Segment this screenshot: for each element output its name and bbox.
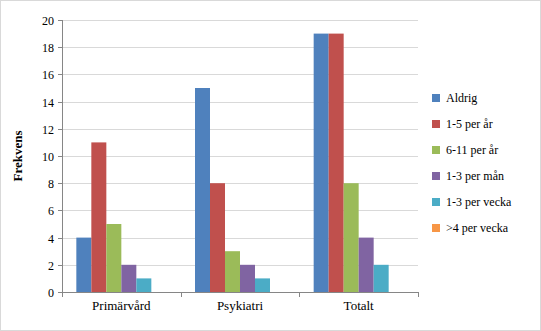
bar xyxy=(210,183,225,292)
y-tick-label: 6 xyxy=(48,204,54,218)
bar xyxy=(389,292,404,293)
x-tick xyxy=(299,292,300,297)
y-tick-label: 16 xyxy=(42,68,54,82)
x-tick-label: Psykiatri xyxy=(217,298,264,313)
y-tick xyxy=(58,183,62,184)
legend-swatch xyxy=(432,224,440,232)
bar xyxy=(255,278,270,292)
legend-swatch xyxy=(432,198,440,206)
grid-line xyxy=(62,156,418,157)
y-tick xyxy=(58,102,62,103)
bar xyxy=(225,251,240,292)
bar xyxy=(359,238,374,292)
bar xyxy=(195,88,210,292)
legend: Aldrig 1-5 per år 6-11 per år 1-3 per mån 1-… xyxy=(432,91,512,235)
legend-swatch xyxy=(432,94,440,102)
grid-line xyxy=(62,20,418,21)
y-axis-label: Frekvens xyxy=(10,130,25,181)
y-tick-label: 18 xyxy=(42,41,54,55)
grid-line xyxy=(62,129,418,130)
x-tick xyxy=(418,292,419,297)
y-axis xyxy=(62,20,63,292)
grid-line xyxy=(62,47,418,48)
x-tick-label: Totalt xyxy=(344,298,375,313)
y-tick xyxy=(58,238,62,239)
y-tick-label: 20 xyxy=(42,14,54,28)
y-tick xyxy=(58,74,62,75)
legend-label: 1-3 per vecka xyxy=(446,195,512,209)
legend-label: 6-11 per år xyxy=(446,143,498,157)
legend-label: >4 per vecka xyxy=(446,221,509,235)
x-tick xyxy=(181,292,182,297)
chart-container: 0 2 4 6 8 10 12 14 16 18 20 Frekvens Primärvård Psyki… xyxy=(0,0,541,331)
legend-swatch xyxy=(432,120,440,128)
y-tick-label: 12 xyxy=(42,123,54,137)
bar xyxy=(344,183,359,292)
bar xyxy=(314,34,329,292)
grid-line xyxy=(62,102,418,103)
bar xyxy=(374,265,389,292)
legend-swatch xyxy=(432,172,440,180)
bar xyxy=(270,292,285,293)
y-tick xyxy=(58,129,62,130)
y-tick xyxy=(58,20,62,21)
x-tick-label: Primärvård xyxy=(92,298,151,313)
legend-label: Aldrig xyxy=(446,91,477,105)
bar xyxy=(136,278,151,292)
y-tick-label: 8 xyxy=(48,177,54,191)
grid-line xyxy=(62,183,418,184)
y-tick xyxy=(58,292,62,293)
bar xyxy=(121,265,136,292)
bar xyxy=(106,224,121,292)
chart-svg: 0 2 4 6 8 10 12 14 16 18 20 Frekvens Primärvård Psyki… xyxy=(0,0,541,331)
y-tick xyxy=(58,156,62,157)
y-tick xyxy=(58,47,62,48)
y-tick-label: 4 xyxy=(48,232,54,246)
bar xyxy=(240,265,255,292)
x-axis xyxy=(62,292,418,293)
y-tick-label: 10 xyxy=(42,150,54,164)
bar xyxy=(151,292,166,293)
legend-label: 1-3 per mån xyxy=(446,169,504,183)
y-tick-label: 14 xyxy=(42,96,54,110)
grid-line xyxy=(62,74,418,75)
grid-line xyxy=(62,210,418,211)
x-tick xyxy=(62,292,63,297)
legend-label: 1-5 per år xyxy=(446,117,493,131)
bar xyxy=(91,142,106,292)
y-tick xyxy=(58,210,62,211)
y-tick xyxy=(58,265,62,266)
grid-line xyxy=(62,292,418,293)
y-tick-label: 2 xyxy=(48,259,54,273)
bar xyxy=(76,238,91,292)
bar xyxy=(329,34,344,292)
bars xyxy=(76,34,388,292)
legend-swatch xyxy=(432,146,440,154)
y-tick-label: 0 xyxy=(48,286,54,300)
chart-frame xyxy=(1,1,541,331)
